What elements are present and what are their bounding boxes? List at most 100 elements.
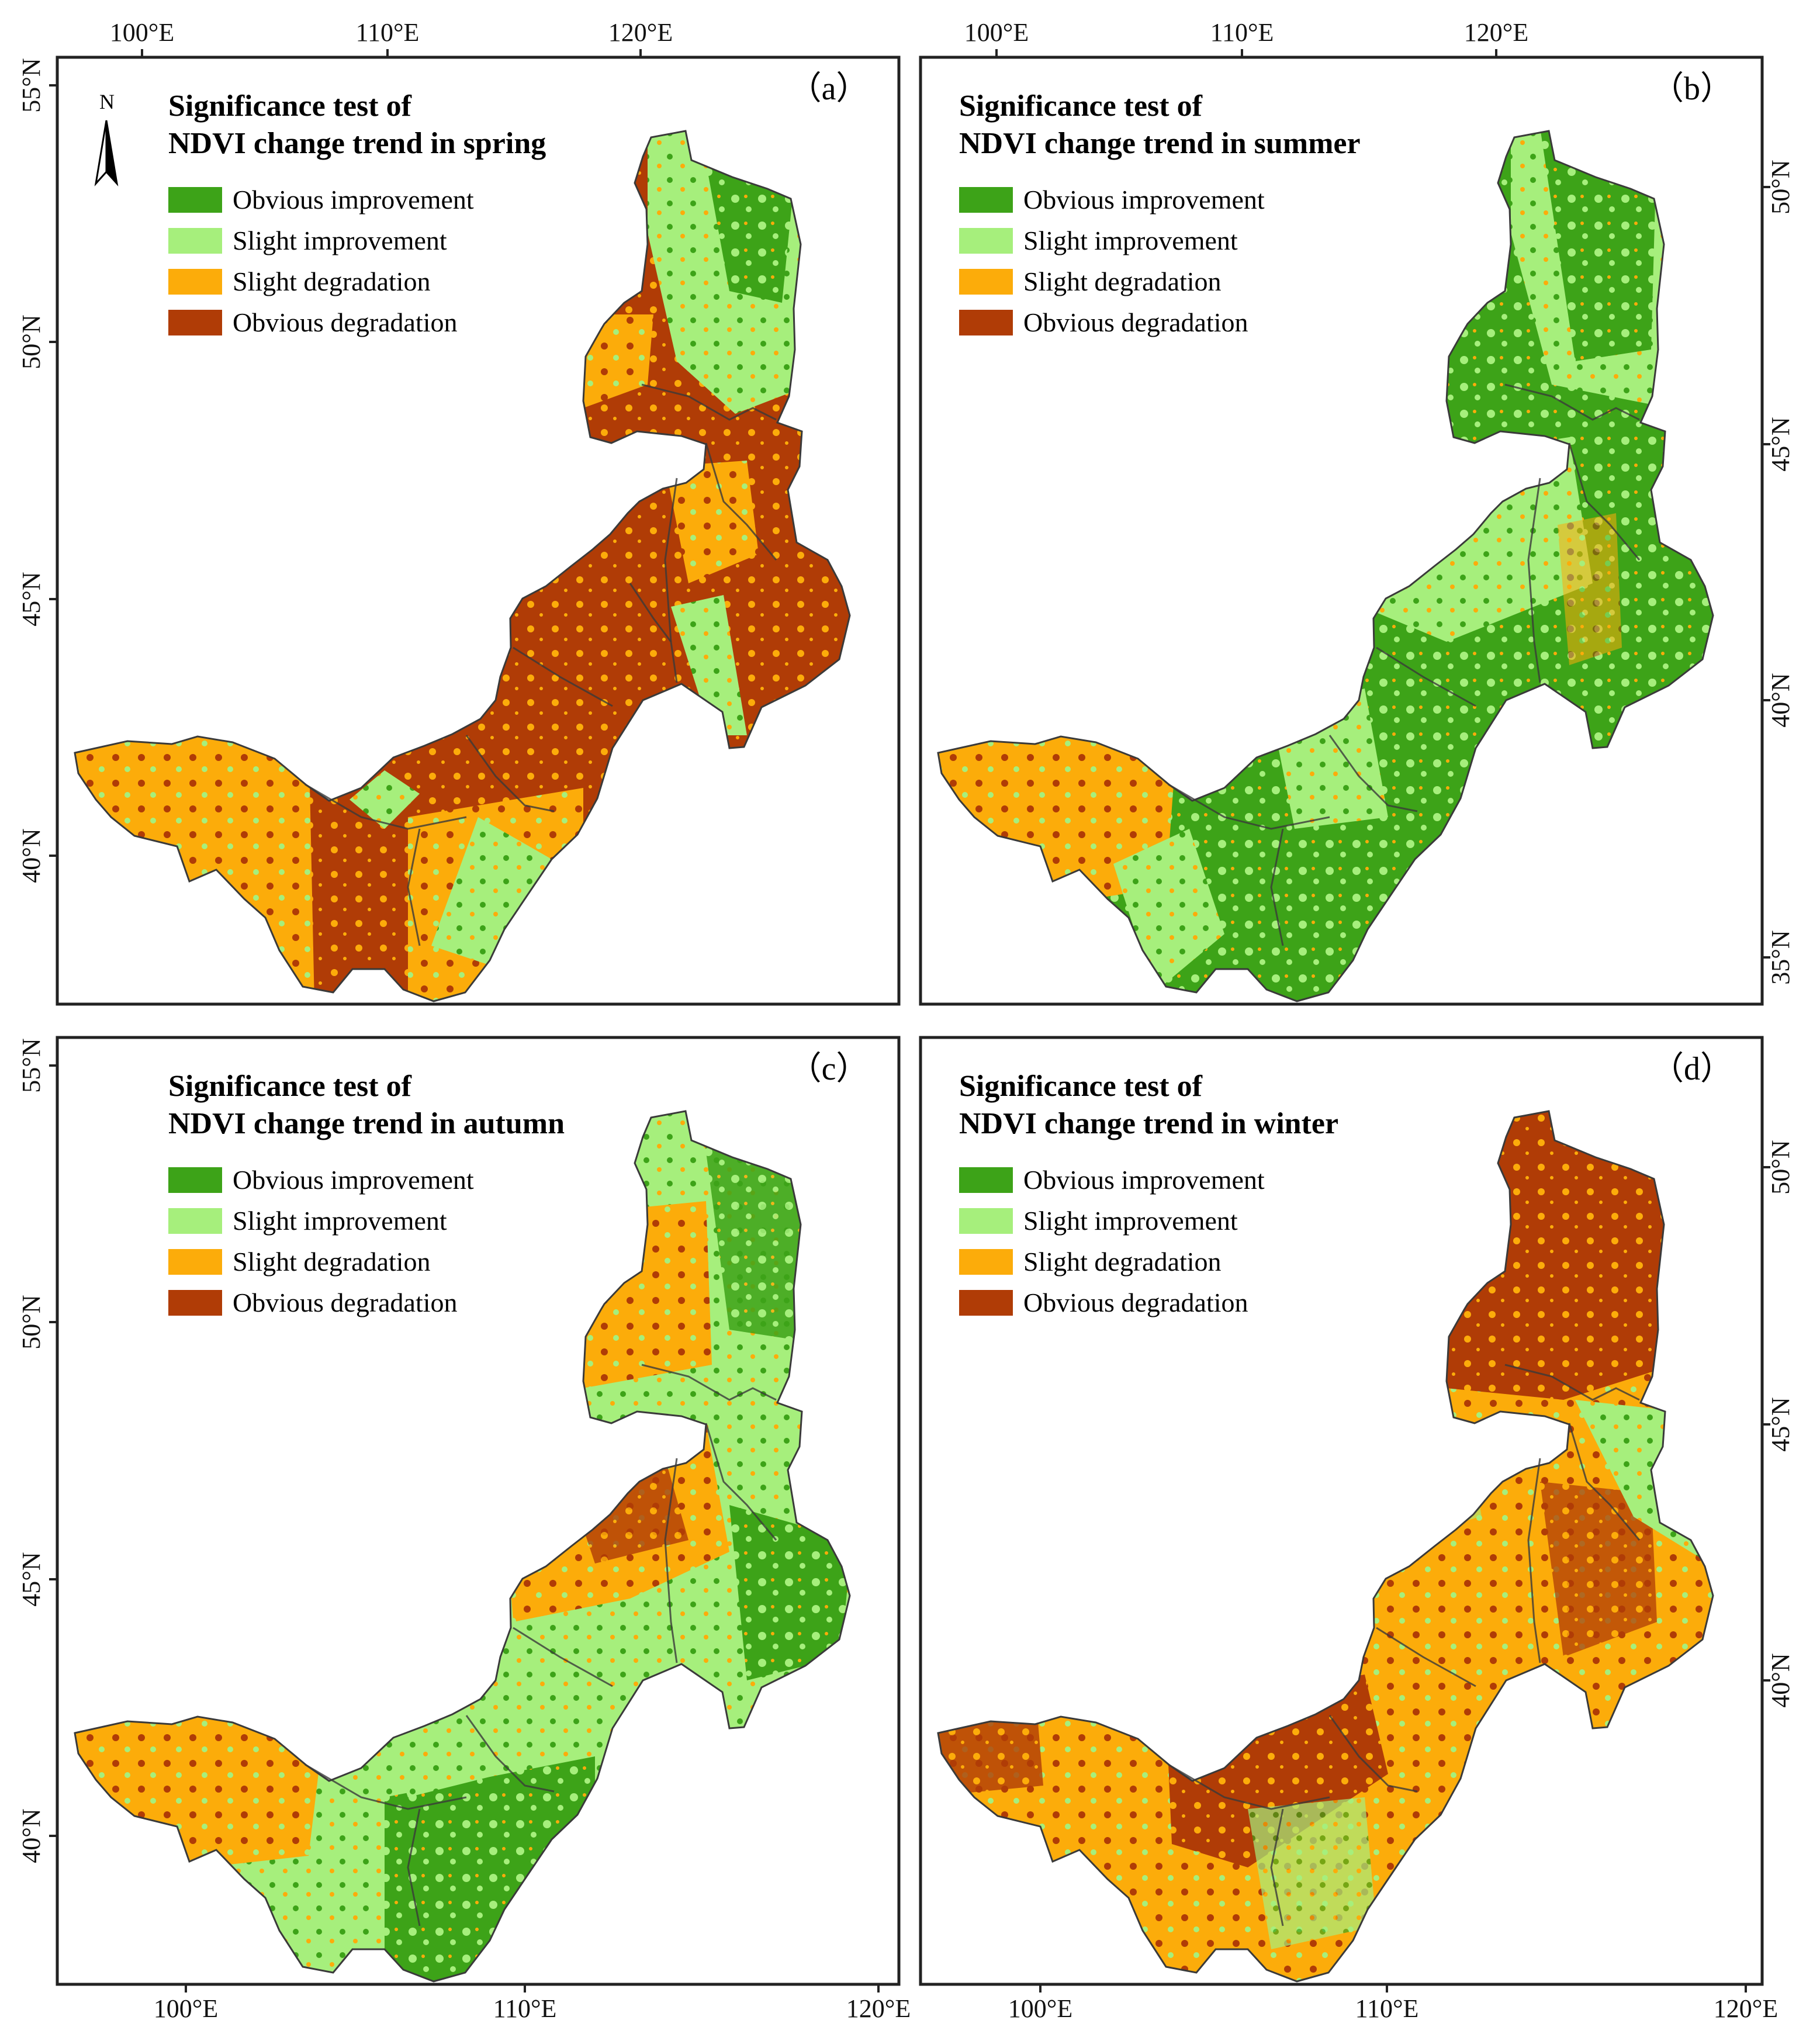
panel-label: （a）	[789, 71, 869, 107]
map-title-line1: Significance test of	[168, 1070, 412, 1103]
admin-boundary	[705, 1423, 777, 1541]
y-tick-label: 50°N	[17, 314, 46, 369]
legend: Obvious improvement Slight improvement S…	[959, 1165, 1265, 1317]
admin-boundary	[705, 442, 777, 561]
legend-swatch	[168, 310, 222, 335]
x-tick-label: 110°E	[493, 1994, 557, 2023]
legend-label: Slight improvement	[233, 1206, 447, 1236]
class-patch	[431, 817, 560, 969]
panel-label: （c）	[789, 1051, 869, 1087]
admin-boundary	[1504, 1364, 1640, 1401]
legend-swatch	[959, 187, 1013, 213]
admin-boundary	[1527, 478, 1541, 683]
admin-boundary	[305, 1763, 467, 1810]
y-tick-label: 45°N	[1766, 417, 1795, 471]
y-tick-label: 50°N	[1766, 160, 1795, 214]
legend-label: Slight improvement	[233, 226, 447, 255]
x-tick-label: 110°E	[356, 18, 420, 47]
admin-boundary	[1328, 735, 1418, 812]
legend-label: Obvious degradation	[1023, 1288, 1248, 1317]
panel-b: （b） Significance test of NDVI change tre…	[919, 18, 1795, 1006]
x-tick-label: 120°E	[846, 1994, 911, 2023]
admin-boundary	[664, 1458, 678, 1663]
admin-boundary	[629, 583, 672, 642]
admin-boundary	[641, 1364, 777, 1401]
y-tick-label: 40°N	[1766, 1653, 1795, 1707]
map-title-line1: Significance test of	[959, 89, 1203, 123]
legend-swatch	[959, 310, 1013, 335]
legend-label: Obvious degradation	[233, 1288, 458, 1317]
legend-swatch	[959, 269, 1013, 295]
legend-label: Obvious degradation	[1023, 307, 1248, 337]
map-title-line2: NDVI change trend in winter	[959, 1107, 1338, 1140]
legend-swatch	[959, 228, 1013, 254]
x-tick-label: 110°E	[1355, 1994, 1419, 2023]
legend-swatch	[168, 187, 222, 213]
admin-boundary	[1568, 442, 1641, 561]
legend-label: Slight degradation	[1023, 267, 1222, 296]
x-tick-label: 120°E	[1464, 18, 1528, 47]
map-title-line1: Significance test of	[959, 1070, 1203, 1103]
admin-boundary	[1376, 1627, 1476, 1687]
y-tick-label: 50°N	[1766, 1140, 1795, 1194]
legend-swatch	[168, 1208, 222, 1234]
admin-boundary	[305, 783, 467, 830]
legend-swatch	[168, 228, 222, 254]
y-tick-label: 45°N	[17, 572, 46, 626]
legend-swatch	[168, 1167, 222, 1193]
x-tick-label: 100°E	[110, 18, 174, 47]
admin-boundary	[1504, 383, 1640, 421]
y-tick-label: 40°N	[17, 1808, 46, 1863]
map-title-line1: Significance test of	[168, 89, 412, 123]
legend-swatch	[959, 1167, 1013, 1193]
legend-label: Obvious improvement	[1023, 185, 1265, 215]
y-tick-label: 50°N	[17, 1295, 46, 1349]
panel-a: N （a） Significance test of NDVI change t…	[17, 18, 901, 1006]
legend-label: Slight improvement	[1023, 226, 1238, 255]
map-title-line2: NDVI change trend in summer	[959, 127, 1361, 160]
admin-boundary	[1168, 1763, 1330, 1810]
class-patch	[1447, 1111, 1680, 1400]
y-tick-label: 55°N	[17, 1038, 46, 1092]
admin-boundary	[1270, 1808, 1284, 1926]
legend: Obvious improvement Slight improvement S…	[168, 1165, 474, 1317]
admin-boundary	[664, 478, 678, 683]
class-patch	[1113, 829, 1224, 992]
y-tick-label: 40°N	[1766, 673, 1795, 727]
y-tick-label: 55°N	[17, 58, 46, 112]
x-tick-label: 100°E	[964, 18, 1029, 47]
class-patch	[1558, 513, 1622, 665]
panel-label: （d）	[1651, 1051, 1733, 1087]
y-tick-label: 35°N	[1766, 930, 1795, 984]
class-patch	[729, 1505, 850, 1680]
admin-boundary	[1568, 1423, 1641, 1541]
north-arrow-icon: N	[94, 90, 119, 186]
legend-label: Obvious degradation	[233, 307, 458, 337]
class-patch	[350, 770, 420, 829]
admin-boundary	[407, 828, 421, 946]
legend: Obvious improvement Slight improvement S…	[959, 185, 1265, 337]
admin-boundary	[1168, 783, 1330, 830]
legend-label: Slight improvement	[1023, 1206, 1238, 1236]
y-tick-label: 45°N	[1766, 1397, 1795, 1451]
legend: Obvious improvement Slight improvement S…	[168, 185, 474, 337]
admin-boundary	[1527, 1458, 1541, 1663]
y-tick-label: 45°N	[17, 1552, 46, 1606]
class-patch	[583, 314, 653, 408]
map-title-line2: NDVI change trend in spring	[168, 127, 546, 160]
admin-boundary	[1328, 1715, 1418, 1793]
admin-boundary	[1376, 646, 1476, 707]
legend-label: Slight degradation	[233, 267, 431, 296]
panel-c: （c） Significance test of NDVI change tre…	[17, 1036, 911, 2023]
x-tick-label: 100°E	[154, 1994, 218, 2023]
legend-swatch	[168, 1249, 222, 1275]
admin-boundary	[513, 646, 613, 707]
legend-swatch	[959, 1290, 1013, 1316]
legend-label: Slight degradation	[233, 1247, 431, 1277]
legend-label: Obvious improvement	[233, 1165, 474, 1195]
x-tick-label: 110°E	[1210, 18, 1274, 47]
admin-boundary	[465, 1715, 555, 1793]
admin-boundary	[513, 1627, 613, 1687]
legend-swatch	[959, 1249, 1013, 1275]
